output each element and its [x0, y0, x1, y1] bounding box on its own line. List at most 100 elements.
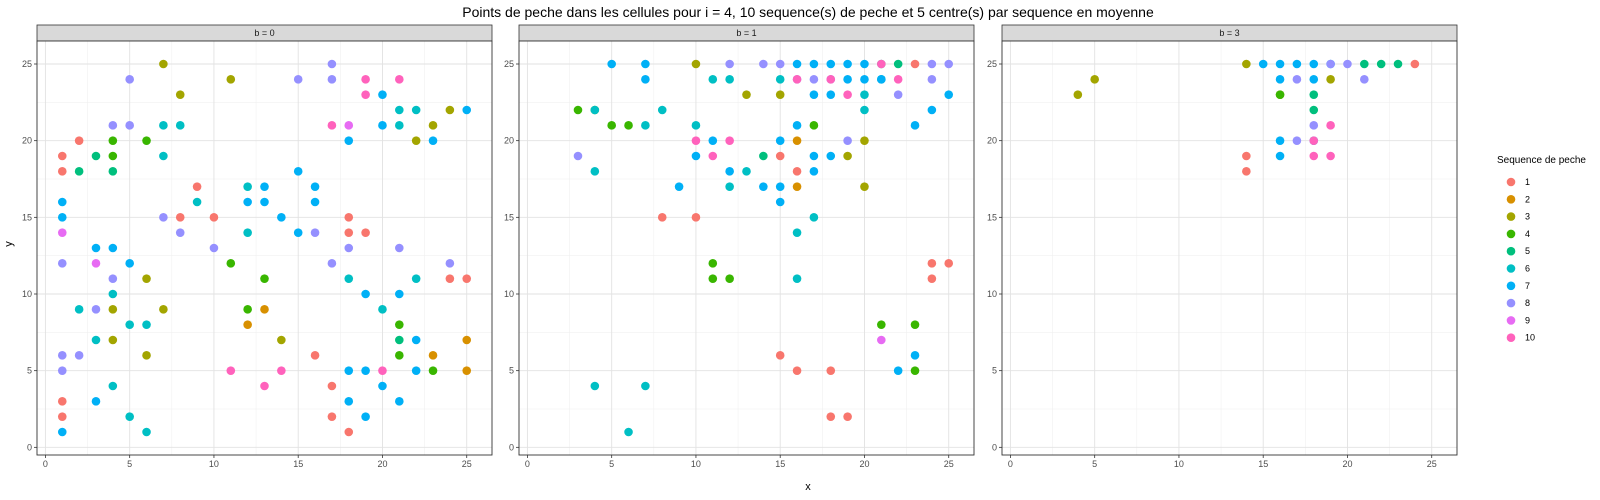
data-point	[57, 366, 67, 375]
data-point	[674, 182, 684, 191]
data-point	[843, 90, 852, 99]
y-tick-label: 20	[987, 136, 997, 146]
data-point	[159, 305, 168, 314]
data-point	[809, 151, 819, 161]
data-point	[809, 59, 819, 69]
data-point	[1360, 75, 1369, 84]
data-point	[108, 121, 118, 130]
data-point	[142, 136, 151, 145]
data-point	[108, 136, 118, 145]
data-point	[843, 75, 852, 84]
data-point	[1258, 59, 1268, 69]
data-point	[108, 274, 118, 283]
legend-label: 9	[1525, 315, 1530, 325]
data-point	[1326, 151, 1335, 161]
data-point	[826, 90, 836, 99]
y-tick-label: 5	[992, 366, 997, 376]
data-point	[462, 366, 472, 375]
data-point	[877, 335, 886, 345]
data-point	[607, 121, 616, 130]
legend-key	[1506, 229, 1516, 239]
data-point	[1090, 75, 1099, 84]
data-point	[893, 90, 903, 99]
data-point	[1275, 90, 1285, 99]
data-point	[624, 427, 633, 437]
x-tick-label: 15	[775, 459, 785, 469]
data-point	[759, 151, 768, 161]
y-tick-label: 25	[22, 59, 32, 69]
data-point	[260, 305, 269, 314]
data-point	[843, 151, 852, 161]
data-point	[175, 213, 185, 222]
data-point	[893, 366, 903, 375]
data-point	[378, 381, 387, 391]
legend-key	[1506, 177, 1516, 187]
data-point	[691, 121, 701, 130]
data-point	[125, 412, 134, 421]
data-point	[327, 412, 337, 421]
data-point	[843, 412, 852, 421]
y-tick-label: 0	[27, 442, 32, 452]
x-tick-label: 15	[1258, 459, 1268, 469]
data-point	[125, 320, 134, 329]
data-point	[792, 59, 802, 69]
data-point	[1326, 121, 1335, 130]
data-point	[759, 182, 768, 191]
data-point	[293, 75, 303, 84]
data-point	[1393, 59, 1403, 69]
data-point	[910, 351, 920, 360]
data-point	[310, 197, 320, 207]
data-point	[260, 182, 269, 191]
x-tick-label: 20	[1342, 459, 1352, 469]
y-tick-label: 15	[987, 212, 997, 222]
data-point	[657, 213, 667, 222]
data-point	[125, 259, 134, 268]
data-point	[344, 274, 354, 283]
data-point	[775, 136, 785, 145]
data-point	[209, 213, 219, 222]
data-point	[1326, 59, 1335, 69]
x-tick-label: 0	[43, 459, 48, 469]
data-point	[395, 105, 404, 115]
data-point	[310, 351, 320, 360]
data-point	[395, 121, 404, 130]
data-point	[1275, 136, 1285, 145]
data-point	[57, 412, 67, 421]
data-point	[877, 320, 886, 329]
data-point	[260, 197, 269, 207]
x-tick-label: 5	[609, 459, 614, 469]
data-point	[125, 121, 134, 130]
data-point	[1309, 90, 1319, 99]
data-point	[725, 167, 734, 176]
data-point	[159, 59, 168, 69]
data-point	[74, 305, 84, 314]
y-tick-label: 0	[509, 442, 514, 452]
data-point	[708, 259, 718, 268]
data-point	[462, 105, 472, 115]
data-point	[590, 105, 600, 115]
data-point	[826, 75, 836, 84]
panel-border	[518, 40, 975, 456]
facet-label: b = 0	[254, 28, 274, 38]
data-point	[860, 136, 869, 145]
data-point	[792, 274, 802, 283]
data-point	[860, 90, 869, 99]
legend-key	[1506, 333, 1516, 343]
y-tick-label: 20	[22, 136, 32, 146]
data-point	[624, 121, 633, 130]
data-point	[590, 167, 600, 176]
data-point	[395, 397, 404, 406]
data-point	[411, 136, 421, 145]
legend-label: 4	[1525, 229, 1530, 239]
data-point	[691, 59, 701, 69]
data-point	[57, 213, 67, 222]
data-point	[826, 59, 836, 69]
data-point	[927, 259, 937, 268]
y-tick-label: 25	[987, 59, 997, 69]
data-point	[395, 335, 404, 345]
data-point	[91, 305, 101, 314]
data-point	[809, 90, 819, 99]
data-point	[1275, 151, 1285, 161]
data-point	[395, 75, 404, 84]
